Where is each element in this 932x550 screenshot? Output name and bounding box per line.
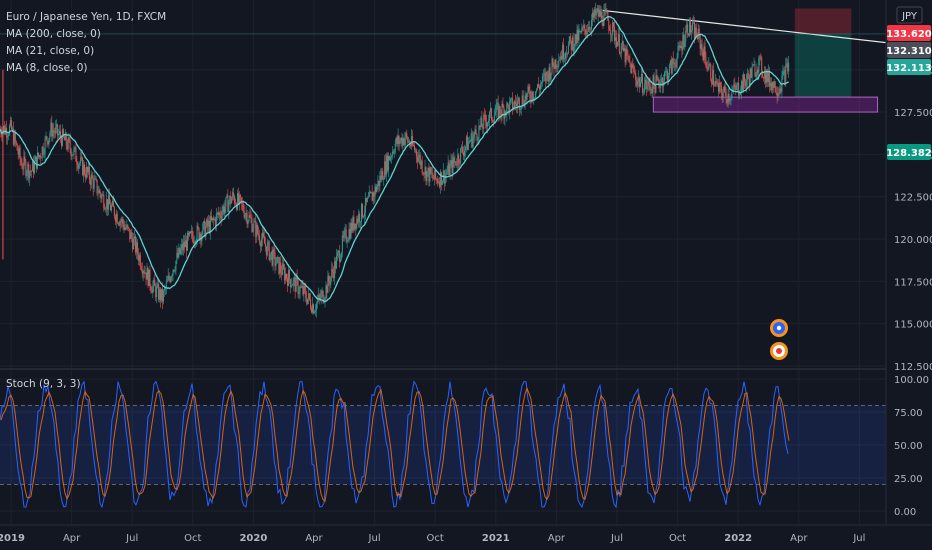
take-profit-zone[interactable] <box>794 33 852 98</box>
price-tag <box>887 144 931 160</box>
time-tick: Jul <box>852 533 865 544</box>
price-tick: 112.500 <box>894 362 932 373</box>
price-tag-label: 133.620 <box>886 29 932 40</box>
price-tick: 122.500 <box>894 193 932 204</box>
price-tick: 127.500 <box>894 108 932 119</box>
time-axis[interactable] <box>0 525 932 550</box>
price-tag <box>887 42 931 58</box>
price-tag-label: 132.113 <box>886 63 932 74</box>
time-tick: 2021 <box>482 533 510 544</box>
grid-lines <box>0 0 886 525</box>
time-tick: Jul <box>368 533 381 544</box>
time-tick: Jul <box>610 533 623 544</box>
time-tick: Apr <box>548 533 566 544</box>
price-tag-label: 132.310 <box>886 46 932 57</box>
price-tick: 115.000 <box>894 320 932 331</box>
stoch-axis-ticks: 100.00 75.00 50.00 25.00 0.00 <box>894 375 929 518</box>
time-tick: 2019 <box>0 533 25 544</box>
time-tick: 2022 <box>724 533 752 544</box>
time-tick: Oct <box>669 533 686 544</box>
symbol-title[interactable]: Euro / Japanese Yen, 1D, FXCM <box>6 11 166 23</box>
time-axis-ticks: 2019 Apr Jul Oct 2020 Apr Jul Oct 2021 Apr Jul Oct 2… <box>0 533 865 544</box>
resistance-trendline[interactable] <box>602 9 887 44</box>
currency-button[interactable] <box>896 6 923 24</box>
time-tick: 2020 <box>239 533 267 544</box>
time-tick: Jul <box>125 533 138 544</box>
stoch-tick: 100.00 <box>894 375 929 386</box>
time-tick: Oct <box>184 533 201 544</box>
price-tag <box>887 59 931 75</box>
indicator-ma-21[interactable]: MA (21, close, 0) <box>6 45 94 57</box>
price-tags: 133.620 132.310 132.113 128.382 <box>886 25 932 160</box>
price-tag <box>887 25 931 41</box>
time-tick: Apr <box>63 533 81 544</box>
stop-loss-zone[interactable] <box>794 8 852 34</box>
economic-event-icon[interactable] <box>770 319 788 337</box>
price-tag-label: 128.382 <box>886 148 932 159</box>
stoch-tick: 0.00 <box>894 507 916 518</box>
stoch-tick: 25.00 <box>894 474 923 485</box>
stoch-tick: 75.00 <box>894 408 923 419</box>
stoch-tick: 50.00 <box>894 441 923 452</box>
price-axis[interactable] <box>886 0 932 525</box>
stoch-title[interactable]: Stoch (9, 3, 3) <box>6 378 81 390</box>
price-tick: 120.000 <box>894 235 932 246</box>
stoch-k-line <box>0 380 789 509</box>
currency-label: JPY <box>901 11 918 22</box>
stoch-d-line <box>0 387 790 503</box>
indicator-ma-200[interactable]: MA (200, close, 0) <box>6 28 101 40</box>
support-rectangle[interactable] <box>652 96 879 113</box>
time-tick: Apr <box>790 533 808 544</box>
indicator-ma-8[interactable]: MA (8, close, 0) <box>6 62 88 74</box>
price-candles <box>0 2 790 318</box>
price-tick: 117.500 <box>894 277 932 288</box>
time-tick: Apr <box>305 533 323 544</box>
dividend-event-icon[interactable] <box>770 342 788 360</box>
moving-average-line <box>0 15 789 303</box>
stoch-band <box>0 405 886 485</box>
time-tick: Oct <box>427 533 444 544</box>
